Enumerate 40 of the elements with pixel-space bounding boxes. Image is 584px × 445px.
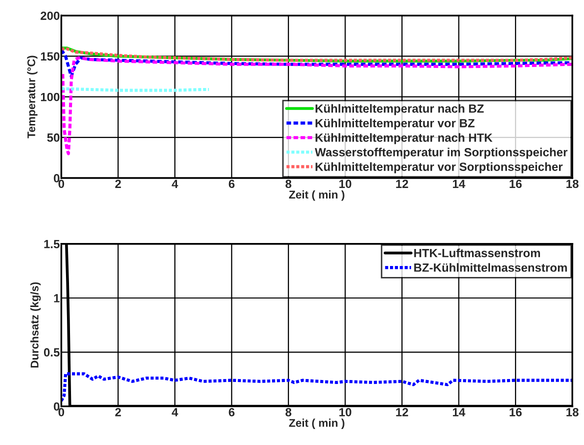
x-tick-label: 6 [228,180,235,188]
x-axis-title: Zeit ( min ) [289,418,344,430]
x-tick-label: 12 [396,180,408,188]
y-tick-label: 200 [40,12,60,20]
x-tick-label: 8 [286,180,292,188]
x-tick-label: 2 [115,180,121,188]
x-tick-label: 12 [396,408,408,416]
x-tick-label: 4 [172,408,178,416]
y-tick-label: 0 [54,174,60,182]
x-tick-label: 14 [452,180,466,188]
y-tick-label: 50 [47,133,60,142]
y-axis-title: Temperatur (°C) [27,56,38,138]
x-tick-label: 2 [115,408,121,416]
y-tick-label: 100 [40,92,60,102]
y-tick-label: 0.5 [44,348,60,357]
y-tick-label: 1.5 [44,240,60,248]
legend-label: Kühlmitteltemperatur nach BZ [316,104,484,116]
y-axis-title: Durchsatz (kg/s) [30,282,41,368]
x-tick-label: 18 [566,180,579,188]
y-tick-label: 150 [40,52,60,61]
y-tick-label: 1 [54,294,60,302]
x-tick-label: 18 [566,408,579,416]
x-tick-label: 16 [510,408,522,416]
line-series [61,372,572,402]
legend-label: HTK-Luftmassenstrom [414,248,540,258]
y-tick-label: 0 [54,402,60,411]
legend-label: Kühlmitteltemperatur nach HTK [316,133,492,144]
legend-label: Wasserstofftemperatur im Sorptionsspeicher [314,148,568,159]
legend-label: BZ-Kühlmittelmassenstrom [414,263,567,272]
x-tick-label: 10 [339,180,352,188]
legend-label: Kühlmitteltemperatur vor BZ [316,118,475,130]
line-series [61,48,572,78]
x-tick-label: 4 [172,180,178,188]
x-tick-label: 10 [339,408,352,416]
x-tick-label: 6 [228,408,235,416]
legend-label: Kühlmitteltemperatur vor Sorptionsspeicher [316,162,563,174]
x-tick-label: 16 [510,180,522,188]
x-axis-title: Zeit ( min ) [289,190,344,201]
x-tick-label: 14 [452,408,466,416]
x-tick-label: 8 [286,408,292,416]
